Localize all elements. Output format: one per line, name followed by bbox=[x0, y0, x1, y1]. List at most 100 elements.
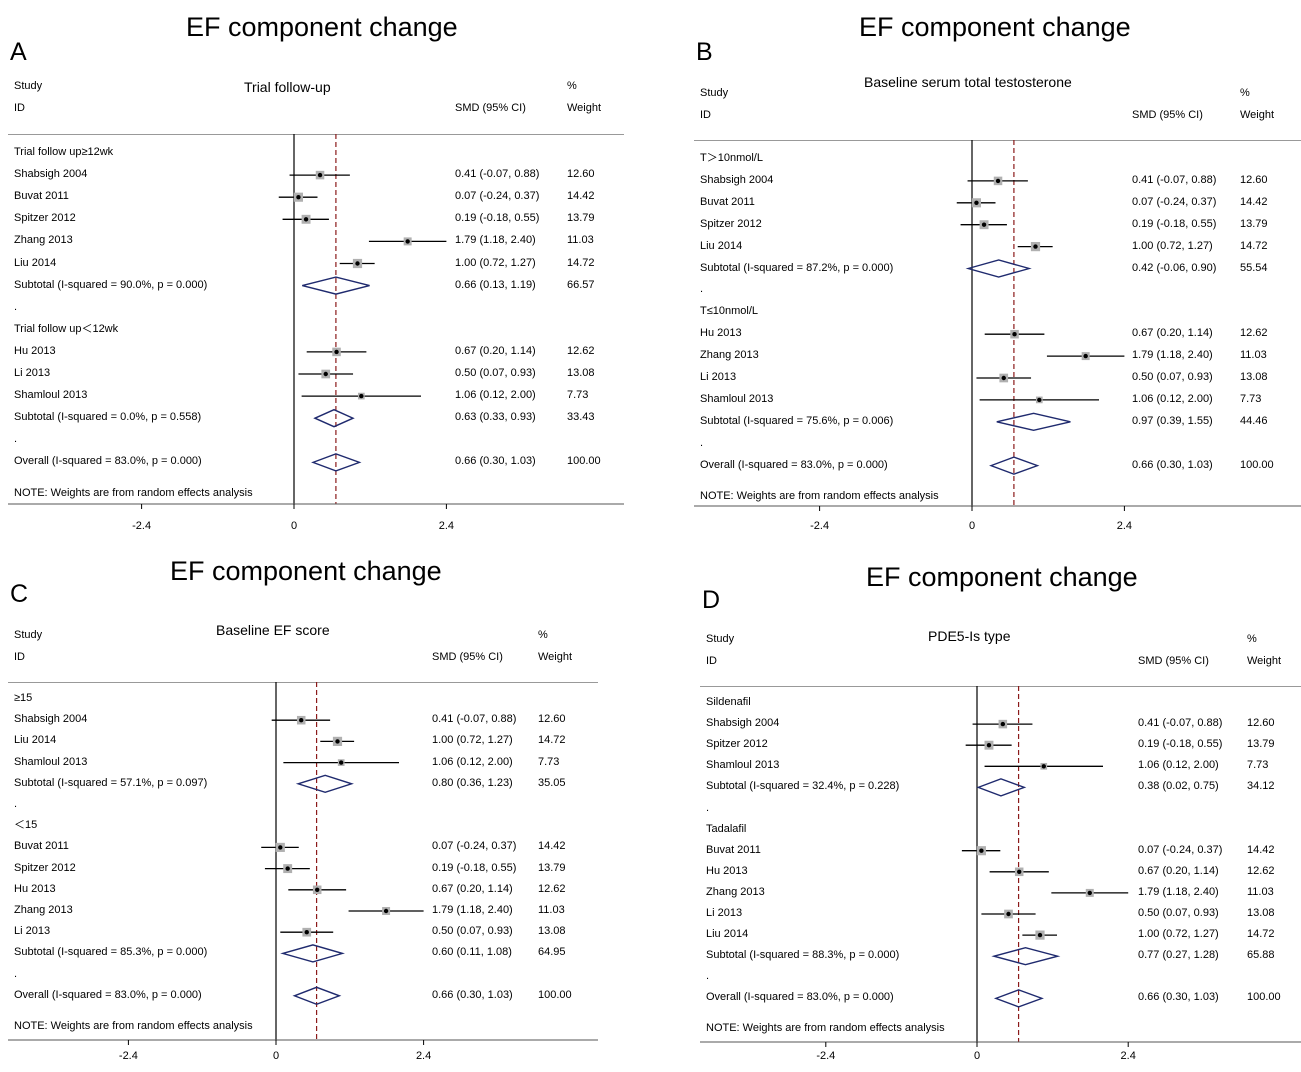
ci-value: 1.06 (0.12, 2.00) bbox=[432, 755, 513, 768]
weight-value: 65.88 bbox=[1247, 949, 1275, 962]
study-estimate-9 bbox=[1046, 352, 1125, 361]
subtotal-diamond bbox=[965, 259, 1032, 278]
header-separator bbox=[694, 140, 1301, 141]
study-label: Li 2013 bbox=[706, 907, 743, 919]
forest-panel-d: EF component change D PDE5-Is type Study ID S… bbox=[700, 560, 1301, 1072]
study-label: Buvat 2011 bbox=[14, 840, 69, 853]
subtotal-label: Subtotal (I-squared = 87.2%, p = 0.000) bbox=[700, 261, 894, 274]
study-label: Li 2013 bbox=[14, 367, 51, 379]
point-estimate bbox=[303, 217, 309, 222]
weight-value: 12.60 bbox=[567, 168, 595, 181]
header-weight: Weight bbox=[567, 102, 602, 114]
ci-value: 1.00 (0.72, 1.27) bbox=[1138, 928, 1219, 941]
header-study: Study bbox=[706, 633, 735, 645]
study-label: Liu 2014 bbox=[14, 734, 57, 747]
forest-panel-a: EF component change A Trial follow-up Study… bbox=[8, 6, 624, 542]
point-estimate bbox=[1083, 353, 1088, 359]
weight-value: 44.46 bbox=[1240, 414, 1268, 427]
weight-value: 14.72 bbox=[1247, 928, 1275, 941]
subtotal-diamond bbox=[302, 276, 370, 295]
subtotal-label: Overall (I-squared = 83.0%, p = 0.000) bbox=[706, 991, 894, 1004]
note-text: NOTE: Weights are from random effects an… bbox=[14, 1019, 253, 1032]
weight-value: 12.62 bbox=[1247, 864, 1275, 877]
header-study: Study bbox=[700, 87, 729, 99]
header-smd: SMD (95% CI) bbox=[1132, 109, 1203, 121]
study-estimate-8 bbox=[984, 329, 1045, 339]
study-label: Shamloul 2013 bbox=[14, 755, 88, 768]
weight-value: 33.43 bbox=[567, 411, 595, 424]
ci-value: 1.00 (0.72, 1.27) bbox=[1132, 239, 1213, 252]
weight-value: 64.95 bbox=[538, 946, 566, 959]
header-weight: Weight bbox=[1247, 655, 1282, 667]
spacer-dot: . bbox=[700, 283, 704, 296]
point-estimate bbox=[1001, 375, 1006, 381]
weight-value: 12.62 bbox=[1240, 327, 1268, 340]
forest-plot-svg bbox=[8, 134, 624, 509]
weight-value: 11.03 bbox=[1240, 349, 1267, 362]
subtotal-diamond bbox=[996, 412, 1071, 432]
study-label: Zhang 2013 bbox=[14, 904, 73, 916]
study-estimate-10 bbox=[348, 907, 424, 915]
ci-value: 0.41 (-0.07, 0.88) bbox=[1132, 173, 1217, 186]
header-pct: % bbox=[1247, 633, 1257, 645]
header-id: ID bbox=[706, 655, 717, 667]
ci-value: 0.41 (-0.07, 0.88) bbox=[1138, 717, 1223, 730]
study-estimate-7 bbox=[961, 846, 1001, 856]
point-estimate bbox=[315, 887, 320, 892]
overall-diamond bbox=[989, 456, 1040, 475]
ci-value: 0.19 (-0.18, 0.55) bbox=[455, 212, 540, 225]
x-tick-label: 2.4 bbox=[415, 1050, 432, 1062]
point-estimate bbox=[979, 848, 984, 853]
study-estimate-8 bbox=[264, 864, 310, 874]
ci-value: 0.66 (0.13, 1.19) bbox=[455, 278, 536, 291]
study-label: Shamloul 2013 bbox=[14, 389, 88, 402]
point-estimate bbox=[986, 743, 992, 748]
study-estimate-3 bbox=[984, 762, 1103, 770]
x-tick-label: 0 bbox=[290, 520, 298, 532]
ci-value: 1.06 (0.12, 2.00) bbox=[455, 389, 536, 402]
ci-value: 1.00 (0.72, 1.27) bbox=[455, 256, 536, 269]
point-estimate bbox=[1033, 244, 1038, 249]
panel-letter: B bbox=[696, 38, 713, 66]
header-id: ID bbox=[14, 651, 25, 663]
weight-value: 7.73 bbox=[1247, 759, 1269, 772]
weight-value: 14.42 bbox=[538, 840, 566, 853]
study-estimate-10 bbox=[981, 909, 1036, 919]
ci-value: 0.50 (0.07, 0.93) bbox=[1138, 907, 1219, 919]
ci-value: 0.66 (0.30, 1.03) bbox=[432, 988, 513, 1001]
ci-value: 0.19 (-0.18, 0.55) bbox=[1138, 738, 1223, 751]
subtotal-label: Subtotal (I-squared = 85.3%, p = 0.000) bbox=[14, 946, 208, 959]
study-estimate-7 bbox=[261, 842, 299, 852]
x-tick-label: -2.4 bbox=[810, 520, 830, 532]
ci-value: 0.66 (0.30, 1.03) bbox=[455, 455, 536, 468]
x-tick-label: 2.4 bbox=[438, 520, 455, 532]
point-estimate bbox=[335, 739, 340, 744]
point-estimate bbox=[323, 371, 328, 377]
ci-value: 0.66 (0.30, 1.03) bbox=[1138, 991, 1219, 1004]
weight-value: 11.03 bbox=[1247, 885, 1274, 898]
x-tick-label: 0 bbox=[272, 1050, 280, 1062]
group-label: ≥15 bbox=[14, 692, 33, 704]
x-tick-label: 2.4 bbox=[1120, 1050, 1136, 1062]
study-estimate-5 bbox=[339, 258, 375, 269]
point-estimate bbox=[317, 172, 323, 178]
ci-value: 0.41 (-0.07, 0.88) bbox=[432, 713, 517, 726]
subtotal-label: Subtotal (I-squared = 90.0%, p = 0.000) bbox=[14, 278, 208, 291]
panel-title: EF component change bbox=[170, 556, 442, 586]
weight-value: 14.72 bbox=[538, 734, 566, 747]
group-label: T＞10nmol/L bbox=[700, 152, 763, 164]
forest-panel-b: EF component change B Baseline serum total… bbox=[694, 6, 1301, 542]
forest-plot-svg bbox=[700, 686, 1301, 1047]
weight-value: 12.60 bbox=[538, 713, 566, 726]
study-label: Li 2013 bbox=[700, 371, 737, 383]
header-pct: % bbox=[538, 629, 548, 641]
ci-value: 1.06 (0.12, 2.00) bbox=[1132, 392, 1213, 405]
header-study: Study bbox=[14, 80, 43, 92]
study-label: Shabsigh 2004 bbox=[14, 168, 88, 181]
ci-value: 0.67 (0.20, 1.14) bbox=[1138, 864, 1219, 877]
weight-value: 55.54 bbox=[1240, 261, 1268, 274]
point-estimate bbox=[355, 261, 360, 266]
spacer-dot: . bbox=[700, 436, 704, 449]
study-estimate-1 bbox=[972, 719, 1033, 729]
study-label: Zhang 2013 bbox=[700, 349, 759, 362]
